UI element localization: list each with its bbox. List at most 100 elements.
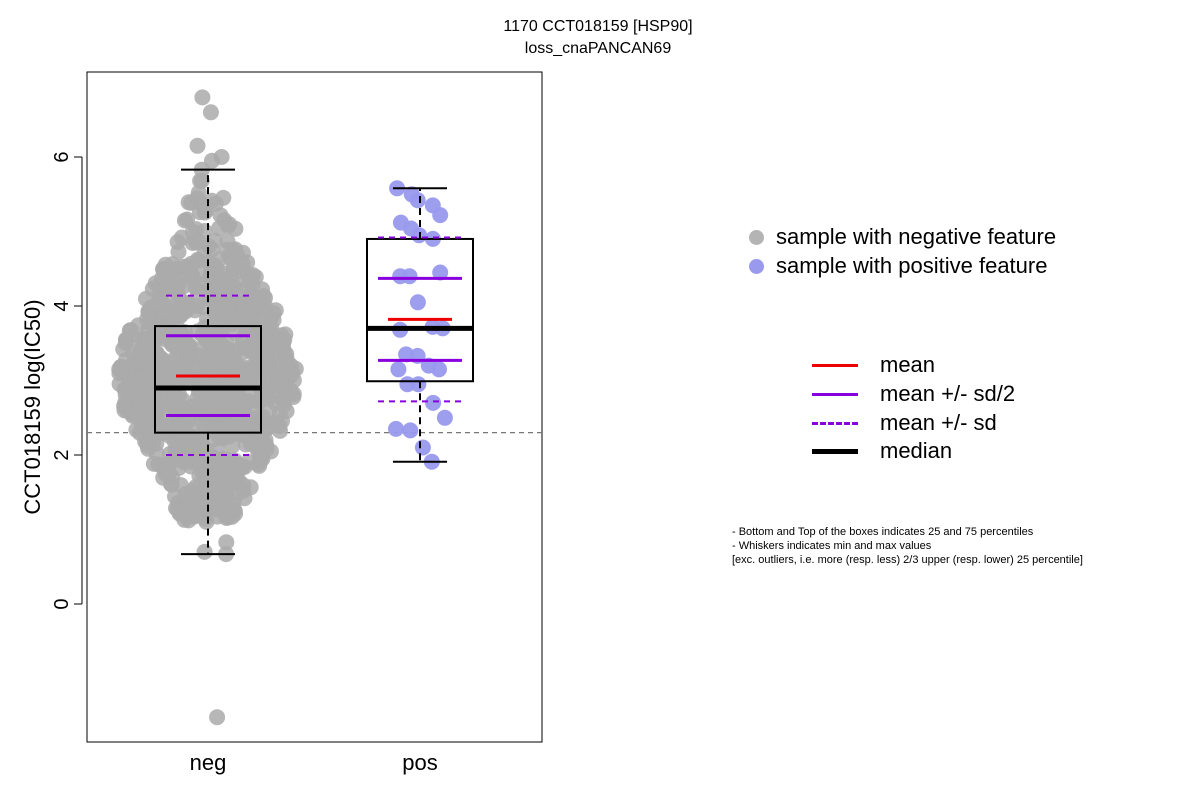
plot-frame [86,71,543,743]
data-point-neg [274,365,291,382]
legend-sd-label: mean +/- sd [880,410,997,435]
data-point-neg [153,360,170,377]
data-point-neg [242,479,259,496]
data-point-neg [223,508,240,525]
data-point-neg [117,335,134,352]
data-point-neg [130,317,147,334]
data-point-pos [432,207,449,224]
data-point-pos [431,361,447,378]
sd-dashed-line-icon [812,421,858,425]
legend-negative: sample with negative feature [749,224,1056,250]
y-tick-label: 0 [51,598,73,609]
box-pos [366,237,474,383]
data-point-neg [197,510,214,527]
data-point-neg [160,390,177,407]
data-point-neg [240,410,257,427]
data-point-neg [154,270,171,287]
data-point-pos [388,420,404,437]
data-point-pos [432,264,449,281]
note-line-2: - Whiskers indicates min and max values [732,540,932,552]
half-sd-line-icon [812,392,858,396]
data-point-neg [128,369,145,386]
median-line-icon [812,448,858,454]
data-point-neg [209,709,226,726]
data-point-pos [402,422,419,439]
positive-sample-dot-icon [749,258,764,274]
data-point-neg [265,327,282,344]
data-point-neg [207,304,223,321]
data-point-neg [139,437,156,454]
legend-mean-label: mean [880,352,936,377]
data-point-neg [166,309,182,326]
data-point-neg [250,422,267,439]
data-point-neg [261,402,278,419]
data-point-neg [245,359,262,376]
data-point-neg [202,104,219,121]
data-point-neg [171,437,188,454]
data-point-neg [176,212,193,229]
data-point-neg [178,303,194,320]
box-neg [154,325,262,434]
legend-median: median [812,438,952,464]
data-point-neg [189,137,206,154]
data-point-neg [216,319,233,336]
data-point-neg [111,375,128,392]
data-point-neg [194,89,211,106]
data-point-neg [244,320,261,337]
data-point-neg [162,475,179,492]
legend-half-sd-label: mean +/- sd/2 [880,381,1016,406]
data-point-pos [410,376,427,393]
legend-half-sd: mean +/- sd/2 [812,381,1015,407]
data-point-neg [196,543,213,560]
legend-mean: mean [812,352,935,378]
data-point-pos [425,394,442,411]
data-point-neg [256,297,273,314]
data-point-neg [188,221,205,238]
data-point-neg [219,299,236,316]
data-point-neg [159,463,176,480]
data-point-neg [168,351,185,367]
legend-positive-label: sample with positive feature [776,253,1048,278]
data-point-neg [212,396,228,413]
data-point-neg [227,456,244,473]
data-point-pos [390,361,407,378]
negative-sample-dot-icon [749,229,764,245]
chart-subtitle: loss_cnaPANCAN69 [524,40,672,57]
data-point-neg [258,441,275,457]
data-point-pos [409,192,426,209]
data-point-neg [182,454,199,470]
data-point-neg [236,422,253,439]
data-point-neg [224,437,241,454]
data-point-neg [146,315,162,332]
data-point-neg [198,330,215,347]
data-point-neg [221,281,238,298]
data-point-neg [196,418,213,435]
x-tick-label-pos: pos [402,750,437,775]
data-point-neg [131,424,148,441]
data-point-pos [414,439,431,456]
data-point-pos [409,294,426,311]
data-point-neg [200,346,217,363]
legend-negative-label: sample with negative feature [776,224,1057,249]
mean-line-icon [812,363,858,367]
data-point-neg [218,534,235,551]
legend-positive: sample with positive feature [749,253,1047,279]
data-point-neg [223,252,240,268]
chart-title: 1170 CCT018159 [HSP90] [503,18,693,35]
data-point-pos [401,268,418,285]
box-notes: - Bottom and Top of the boxes indicates … [732,525,1083,567]
data-point-neg [219,233,236,250]
data-point-neg [198,405,215,422]
data-point-neg [243,300,259,317]
data-point-neg [144,280,161,297]
data-point-neg [112,362,129,379]
legend-sd: mean +/- sd [812,410,997,436]
data-point-neg [189,389,206,406]
data-point-neg [212,264,229,281]
y-tick-label: 4 [51,300,73,311]
note-line-3: [exc. outliers, i.e. more (resp. less) 2… [732,554,1083,566]
data-point-neg [194,489,211,506]
data-point-neg [139,332,155,349]
data-point-neg [272,422,288,439]
